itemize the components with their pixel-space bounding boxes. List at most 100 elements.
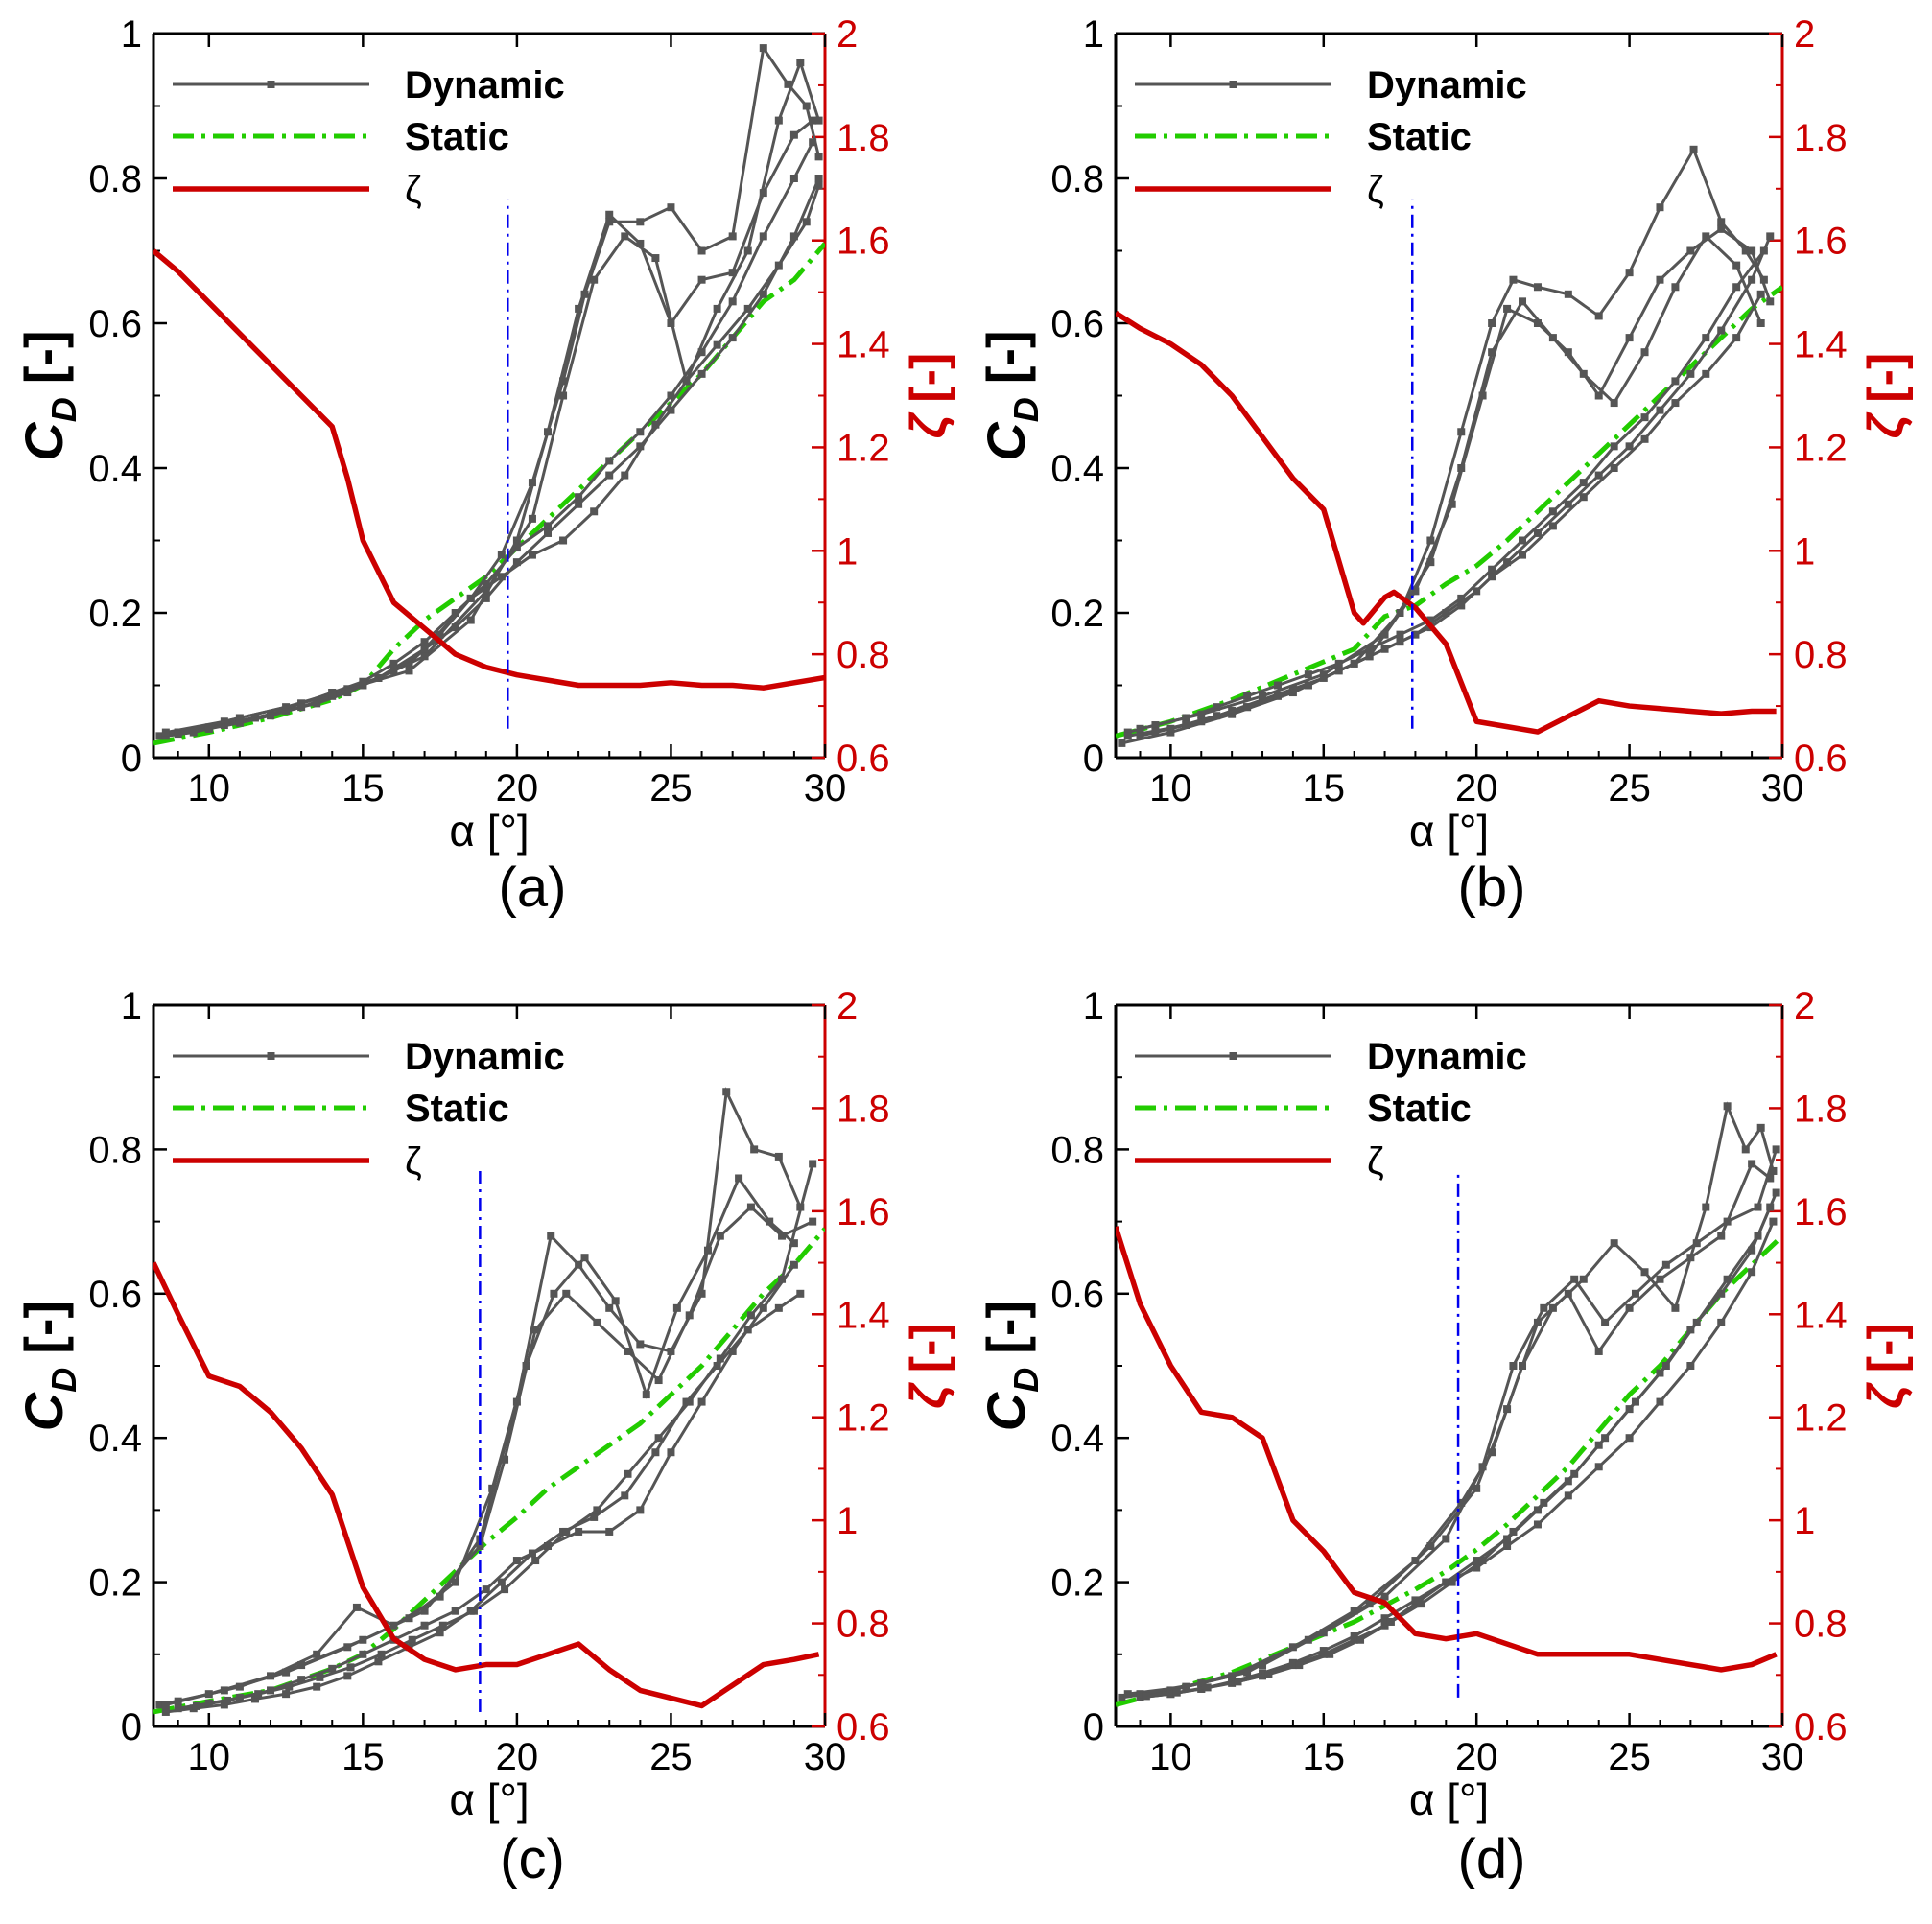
dynamic-point <box>1136 724 1144 733</box>
x-axis-label: α [°] <box>1409 1774 1489 1824</box>
dynamic-point <box>1756 1123 1765 1132</box>
dynamic-point <box>1671 377 1680 386</box>
dynamic-point <box>636 428 645 436</box>
dynamic-series-line <box>1140 1206 1772 1700</box>
dynamic-point <box>1380 630 1389 639</box>
dynamic-point <box>1304 681 1312 690</box>
dynamic-point <box>1136 732 1144 740</box>
dynamic-point <box>1717 1318 1726 1326</box>
dynamic-point <box>1213 712 1221 720</box>
dynamic-point <box>651 1448 660 1457</box>
dynamic-point <box>636 1340 645 1349</box>
y2-tick-label: 1.2 <box>836 427 890 469</box>
dynamic-point <box>814 116 823 125</box>
dynamic-point <box>1533 283 1542 292</box>
dynamic-point <box>1426 536 1435 545</box>
dynamic-point <box>1442 1535 1450 1543</box>
dynamic-point <box>408 1635 416 1644</box>
dynamic-point <box>1769 1217 1778 1226</box>
dynamic-point <box>611 1297 620 1305</box>
dynamic-point <box>1457 428 1466 436</box>
dynamic-point <box>544 1542 553 1550</box>
dynamic-point <box>346 1663 355 1672</box>
dynamic-series-line <box>1127 227 1772 738</box>
dynamic-point <box>1503 304 1512 313</box>
dynamic-point <box>802 102 811 110</box>
x-tick-label: 20 <box>496 767 539 809</box>
y-tick-label: 0 <box>1083 738 1104 780</box>
y2-tick-label: 1.8 <box>836 1088 890 1130</box>
dynamic-point <box>722 1088 731 1096</box>
dynamic-point <box>590 507 599 516</box>
dynamic-point <box>697 369 706 378</box>
dynamic-point <box>451 1607 459 1615</box>
dynamic-point <box>1754 1232 1762 1240</box>
y2-tick-label: 1.6 <box>1794 1191 1848 1233</box>
y2-tick-label: 0.8 <box>836 1604 890 1646</box>
dynamic-point <box>728 232 737 241</box>
y2-tick-label: 1.6 <box>836 1191 890 1233</box>
legend-zeta-label: ζ <box>1367 169 1384 211</box>
dynamic-point <box>1488 319 1496 327</box>
x-tick-label: 30 <box>804 1736 847 1778</box>
dynamic-point <box>1488 565 1496 574</box>
dynamic-point <box>636 239 645 247</box>
dynamic-point <box>654 1434 663 1443</box>
dynamic-point <box>728 297 737 306</box>
dynamic-point <box>1601 1318 1610 1326</box>
dynamic-series-line <box>1155 293 1762 734</box>
dynamic-point <box>389 659 398 668</box>
dynamic-point <box>575 1527 583 1536</box>
dynamic-point <box>1503 1542 1512 1550</box>
dynamic-point <box>1671 399 1680 408</box>
dynamic-point <box>575 304 583 313</box>
dynamic-point <box>1473 1563 1481 1572</box>
dynamic-point <box>528 514 536 523</box>
dynamic-point <box>1473 1484 1481 1492</box>
dynamic-point <box>1754 1203 1762 1211</box>
dynamic-point <box>1717 218 1726 226</box>
dynamic-point <box>297 703 306 712</box>
dynamic-point <box>1723 1217 1732 1226</box>
legend-static-label: Static <box>405 116 509 158</box>
dynamic-point <box>316 1673 324 1681</box>
dynamic-point <box>512 558 521 567</box>
dynamic-point <box>697 275 706 284</box>
dynamic-point <box>1457 1498 1466 1507</box>
y2-tick-label: 1.4 <box>1794 324 1848 366</box>
dynamic-point <box>1702 1203 1710 1211</box>
dynamic-point <box>420 645 429 653</box>
y-tick-label: 0 <box>1083 1706 1104 1748</box>
dynamic-point <box>562 1527 571 1536</box>
dynamic-point <box>809 1217 817 1226</box>
dynamic-point <box>512 1557 521 1565</box>
dynamic-point <box>590 1513 599 1521</box>
dynamic-point <box>1457 464 1466 472</box>
dynamic-point <box>605 1527 614 1536</box>
dynamic-point <box>1625 442 1634 451</box>
x-tick-label: 25 <box>649 1736 693 1778</box>
dynamic-series-line <box>1121 146 1766 745</box>
zeta-series-line <box>1116 310 1777 735</box>
dynamic-point <box>716 1232 724 1240</box>
dynamic-point <box>1671 1303 1680 1312</box>
x-tick-label: 20 <box>1455 767 1498 809</box>
dynamic-point <box>624 1347 632 1355</box>
dynamic-point <box>1442 609 1450 617</box>
zeta-series-line <box>1116 1226 1778 1673</box>
dynamic-point <box>1594 1463 1603 1471</box>
dynamic-point <box>746 1203 755 1211</box>
y-tick-label: 0.4 <box>1050 1418 1104 1460</box>
dynamic-point <box>685 1397 694 1406</box>
dynamic-point <box>482 579 490 588</box>
dynamic-point <box>559 391 568 400</box>
dynamic-point <box>1594 1347 1603 1355</box>
dynamic-point <box>1197 710 1206 718</box>
dynamic-point <box>1686 246 1695 255</box>
legend-dynamic-label: Dynamic <box>1367 1036 1527 1078</box>
dynamic-point <box>778 1275 787 1283</box>
dynamic-point <box>1548 334 1557 342</box>
dynamic-point <box>1723 1275 1732 1283</box>
dynamic-point <box>667 203 675 212</box>
y2-axis-label-symbol: ζ <box>901 1382 956 1409</box>
